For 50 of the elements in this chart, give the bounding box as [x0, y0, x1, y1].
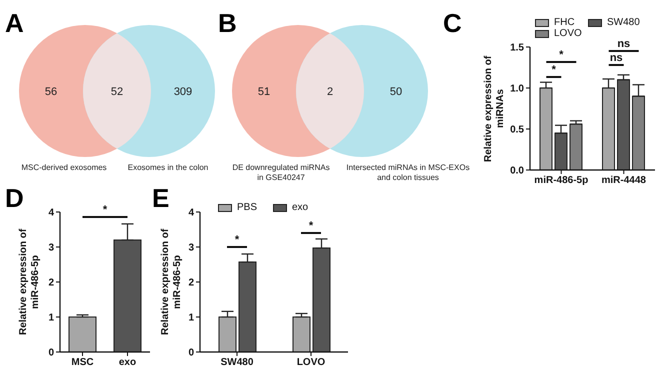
y-tick-label: 1 [48, 312, 54, 324]
data-label: 50 [390, 86, 402, 98]
y-tick-label: 2 [48, 278, 54, 289]
y-tick-label: 0 [48, 348, 54, 359]
category-label: DE downregulated miRNAs in GSE40247 [231, 163, 331, 183]
annotation: ns [617, 38, 630, 50]
legend-label: FHC [554, 17, 575, 28]
category-label: Intersected miRNAs in MSC-EXOs and colon tissues [345, 163, 471, 183]
annotation: * [234, 234, 240, 246]
data-label: 51 [258, 86, 270, 98]
data-label: 2 [326, 86, 334, 98]
y-tick-label: 1.0 [510, 84, 524, 95]
x-tick-label: miR-4448 [602, 175, 646, 186]
y-tick-label: 0 [188, 348, 194, 359]
x-tick-label: exo [118, 357, 136, 368]
annotation: * [552, 64, 557, 76]
y-tick-label: 3 [188, 242, 194, 254]
legend-label: SW480 [607, 17, 640, 28]
y-tick-label: 0.0 [510, 166, 524, 177]
x-tick-label: MSC [71, 357, 94, 368]
annotation: * [559, 49, 564, 61]
x-tick-label: SW480 [220, 357, 254, 368]
x-tick-label: LOVO [296, 357, 326, 368]
data-label: 56 [44, 86, 58, 98]
annotation: * [102, 204, 108, 216]
y-axis-title: Relative expression of miRNAs [483, 55, 506, 162]
x-tick-label: miR-486-5p [534, 175, 588, 186]
y-tick-label: 4 [188, 208, 194, 219]
data-label: 52 [110, 86, 124, 98]
chart-title: C [443, 8, 462, 38]
y-tick-label: 3 [48, 242, 54, 254]
annotation: ns [610, 52, 623, 64]
chart-title: D [5, 183, 24, 213]
y-tick-label: 0.5 [510, 124, 524, 136]
annotation: * [308, 220, 314, 232]
category-label: Exosomes in the colon [126, 163, 210, 173]
legend-label: exo [292, 202, 308, 213]
y-axis-title: Relative expression of miR-486-5p [160, 228, 184, 338]
chart-title: E [152, 183, 170, 213]
y-tick-label: 4 [48, 208, 54, 219]
legend-label: PBS [237, 202, 258, 213]
category-label: MSC-derived exosomes [20, 163, 108, 173]
y-tick-label: 2 [188, 278, 194, 289]
y-tick-label: 1.5 [510, 42, 524, 54]
text: B [218, 8, 237, 38]
y-tick-label: 1 [188, 312, 194, 324]
y-axis-title: Relative expression of miR-486-5p [18, 228, 42, 338]
data-label: 309 [174, 86, 192, 98]
text: A [5, 8, 24, 38]
legend-label: LOVO [554, 28, 582, 39]
